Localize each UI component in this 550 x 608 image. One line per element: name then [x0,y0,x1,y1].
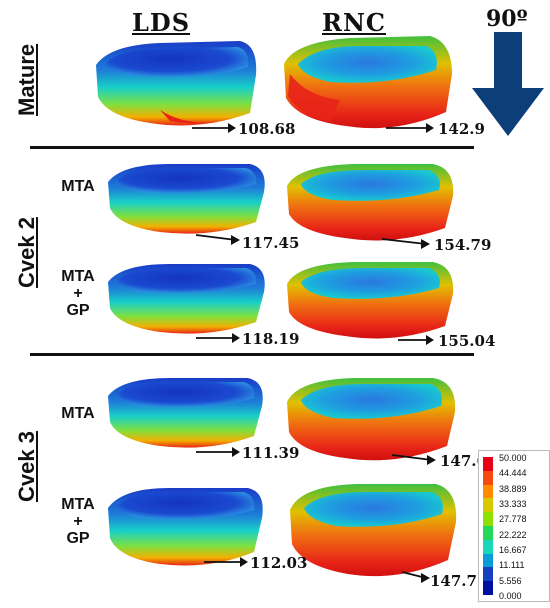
legend-swatch [483,512,493,527]
pointer-arrow-icon [398,335,434,345]
model-mature-rnc [284,36,452,129]
legend-swatch [483,457,493,472]
legend-label: 33.333 [499,499,527,509]
legend-swatch [483,498,493,513]
model-mature-lds [96,41,257,126]
legend-label: 0.000 [499,591,522,601]
pointer-arrow-icon [195,234,240,245]
pointer-arrow-icon [381,238,430,249]
value-cvek2-mta-lds: 117.45 [242,234,300,252]
row-label-mature: Mature [14,43,39,116]
legend-label: 16.667 [499,545,527,555]
sublabel-cvek3-mta-gp: MTA + GP [61,496,95,547]
column-header-lds: LDS [132,8,191,37]
legend-label: 50.000 [499,453,527,463]
legend-color-bar [483,457,493,596]
legend-labels: 50.000 44.444 38.889 33.333 27.778 22.222 16.6… [499,451,547,601]
pointer-arrow-icon [386,123,434,133]
model-cvek3-mtagp-lds [108,488,263,566]
legend-swatch [483,539,493,555]
pointer-arrow-icon [401,571,430,583]
legend-label: 5.556 [499,575,522,586]
value-cvek3-mtagp-lds: 112.03 [250,554,308,572]
legend-swatch [483,526,493,541]
legend-label: 38.889 [499,483,527,494]
legend-swatch [483,484,493,499]
column-header-rnc: RNC [322,8,386,37]
angle-label: 90º [486,6,528,32]
divider-top [30,146,474,149]
model-cvek3-mta-lds [108,378,263,448]
pointer-arrow-icon [391,454,436,465]
legend-swatch [483,581,493,596]
value-cvek2-mta-rnc: 154.79 [434,236,492,254]
value-cvek2-mtagp-rnc: 155.04 [438,332,496,350]
sublabel-cvek2-mta-gp: MTA + GP [61,268,95,319]
pointer-arrow-icon [204,557,248,567]
model-cvek2-mtagp-lds [108,264,265,334]
legend-label: 11.111 [499,560,525,571]
legend-swatch [483,567,493,582]
value-mature-rnc: 142.9 [438,120,485,138]
divider-middle [30,353,474,356]
row-label-cvek3: Cvek 3 [14,431,39,502]
sublabel-cvek3-mta: MTA [61,405,95,422]
model-cvek2-mtagp-rnc [287,262,454,339]
value-cvek3-mtagp-rnc: 147.77 [430,572,488,590]
color-legend: 50.000 44.444 38.889 33.333 27.778 22.222 16.6… [478,450,550,602]
pointer-arrow-icon [192,123,236,133]
value-cvek2-mtagp-lds: 118.19 [242,330,300,348]
legend-swatch [483,470,493,486]
model-cvek3-mta-rnc [287,378,456,461]
pointer-arrow-icon [196,333,240,343]
legend-label: 44.444 [499,468,527,479]
sublabel-cvek2-mta: MTA [61,178,95,195]
row-label-cvek2: Cvek 2 [14,217,39,288]
model-cvek2-mta-lds [108,164,265,234]
legend-label: 27.778 [499,514,527,525]
load-direction-arrow-icon [472,32,544,136]
legend-label: 22.222 [499,529,527,540]
pointer-arrow-icon [196,447,240,457]
model-cvek2-mta-rnc [287,164,454,241]
legend-swatch [483,553,493,568]
model-cvek3-mtagp-rnc [290,484,457,577]
value-mature-lds: 108.68 [238,120,296,138]
value-cvek3-mta-lds: 111.39 [242,444,300,462]
